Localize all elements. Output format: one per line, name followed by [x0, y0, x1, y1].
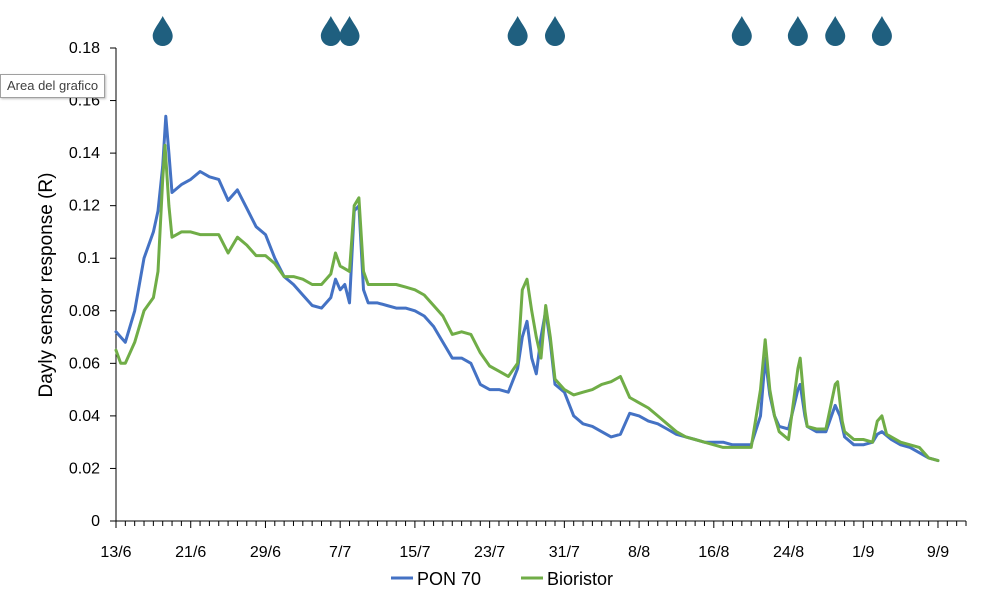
chart-area-tooltip: Area del grafico — [0, 74, 106, 98]
series-line-bioristor — [114, 143, 940, 463]
water-drop-icon — [545, 16, 566, 47]
legend-label: PON 70 — [417, 569, 481, 589]
x-tick-label: 9/9 — [927, 544, 949, 561]
y-tick-label: 0.02 — [69, 460, 100, 477]
series-lines — [114, 114, 940, 463]
water-drop-icon — [507, 16, 528, 47]
x-tick-label: 13/6 — [100, 544, 131, 561]
water-drop-icon — [825, 16, 846, 47]
y-tick-label: 0.18 — [69, 40, 100, 57]
y-axis-ticks: 00.020.040.060.080.10.120.140.160.18 — [69, 40, 116, 530]
x-tick-label: 29/6 — [250, 544, 281, 561]
y-axis-title: Dayly sensor response (R) — [36, 173, 57, 398]
y-tick-label: 0.04 — [69, 408, 100, 425]
water-drop-icon — [152, 16, 173, 47]
y-tick-label: 0 — [91, 513, 100, 530]
irrigation-markers — [152, 16, 892, 47]
y-tick-label: 0.08 — [69, 303, 100, 320]
x-tick-label: 15/7 — [399, 544, 430, 561]
y-tick-label: 0.12 — [69, 198, 100, 215]
x-tick-label: 24/8 — [773, 544, 804, 561]
x-tick-label: 8/8 — [628, 544, 650, 561]
x-axis-ticks: 13/6 21/6 29/6 7/7 15/7 23/7 31/7 8/8 16/8 24/8 1/… — [100, 521, 967, 561]
water-drop-icon — [339, 16, 360, 47]
x-tick-label: 1/9 — [852, 544, 874, 561]
x-tick-label: 31/7 — [549, 544, 580, 561]
water-drop-icon — [787, 16, 808, 47]
x-tick-label: 7/7 — [329, 544, 351, 561]
y-tick-label: 0.14 — [69, 145, 100, 162]
y-tick-label: 0.06 — [69, 355, 100, 372]
water-drop-icon — [871, 16, 892, 47]
x-tick-label: 21/6 — [175, 544, 206, 561]
y-tick-label: 0.1 — [78, 250, 100, 267]
x-tick-label: 16/8 — [698, 544, 729, 561]
x-tick-label: 23/7 — [474, 544, 505, 561]
water-drop-icon — [320, 16, 341, 47]
water-drop-icon — [731, 16, 752, 47]
legend-label: Bioristor — [547, 569, 613, 589]
legend: PON 70 Bioristor — [391, 569, 613, 589]
